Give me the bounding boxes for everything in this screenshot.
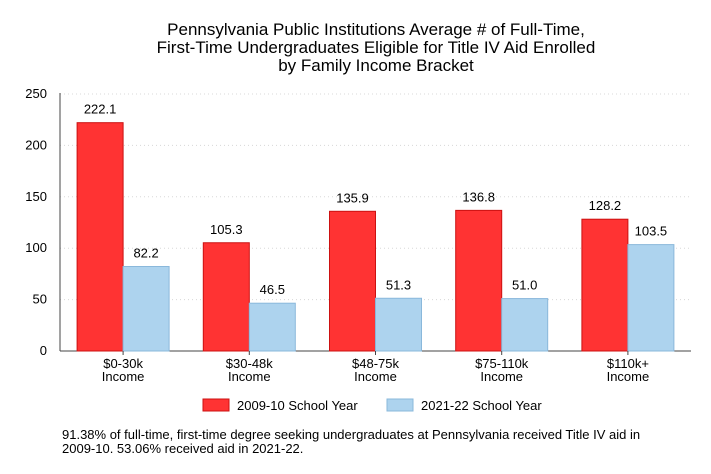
data-label: 136.8 (462, 189, 495, 204)
x-category-label: $0-30k (103, 356, 143, 371)
legend-label: 2009-10 School Year (237, 398, 358, 413)
x-category-label: Income (102, 369, 145, 384)
x-axis-categories: $0-30kIncome$30-48kIncome$48-75kIncome$7… (102, 351, 649, 384)
data-label: 103.5 (635, 224, 668, 239)
x-category-label: Income (480, 369, 523, 384)
x-category-label: $75-110k (475, 356, 529, 371)
bar-series2 (501, 298, 549, 352)
x-category-label: Income (607, 369, 650, 384)
x-category-label: $30-48k (226, 356, 273, 371)
bar-series2 (627, 244, 675, 352)
bar-series1 (455, 209, 503, 352)
x-category-label: Income (228, 369, 271, 384)
y-tick-label: 250 (25, 86, 47, 101)
footnote: 91.38% of full-time, first-time degree s… (62, 427, 641, 456)
legend-swatch (202, 398, 230, 412)
bar-series1 (76, 122, 124, 352)
data-label: 222.1 (84, 102, 117, 117)
y-tick-label: 50 (33, 292, 47, 307)
data-label: 105.3 (210, 222, 243, 237)
y-tick-label: 150 (25, 189, 47, 204)
chart-title: Pennsylvania Public Institutions Average… (157, 20, 596, 75)
chart-title-line: First-Time Undergraduates Eligible for T… (157, 38, 596, 57)
legend-label: 2021-22 School Year (421, 398, 542, 413)
chart-title-line: Pennsylvania Public Institutions Average… (167, 20, 585, 39)
bar-series1 (329, 210, 376, 352)
bars (76, 122, 675, 352)
chart-title-line: by Family Income Bracket (278, 56, 474, 75)
x-category-label: Income (354, 369, 397, 384)
data-label: 46.5 (260, 282, 285, 297)
data-label: 82.2 (133, 245, 158, 260)
legend: 2009-10 School Year 2021-22 School Year (202, 398, 542, 413)
legend-swatch (386, 398, 414, 412)
data-labels: 222.1 82.2 105.3 46.5 135.9 51.3 136.8 51.0 128.… (84, 102, 667, 298)
y-tick-label: 200 (25, 137, 47, 152)
y-tick-label: 100 (25, 240, 47, 255)
bar-series1 (581, 218, 629, 352)
bar-series2 (375, 297, 422, 352)
bar-series2 (122, 265, 170, 352)
bar-series1 (202, 242, 250, 352)
bar-series2 (248, 302, 296, 352)
y-tick-label: 0 (40, 343, 47, 358)
x-category-label: $48-75k (352, 356, 399, 371)
data-label: 51.0 (512, 278, 537, 293)
data-label: 51.3 (386, 277, 411, 292)
data-label: 135.9 (336, 190, 369, 205)
x-category-label: $110k+ (607, 356, 649, 371)
data-label: 128.2 (589, 198, 622, 213)
